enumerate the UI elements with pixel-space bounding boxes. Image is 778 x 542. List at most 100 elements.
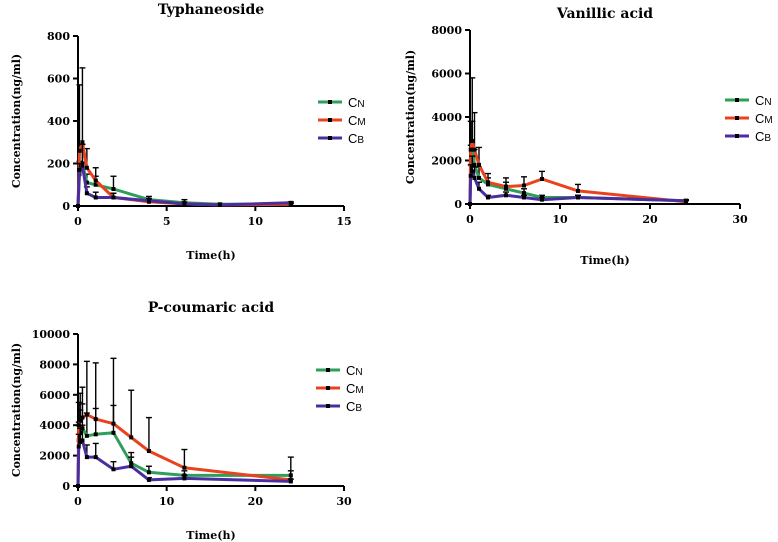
legend-label: CM <box>755 111 773 126</box>
legend-label: CN <box>348 95 365 110</box>
data-point <box>540 197 544 202</box>
legend-label: CM <box>346 381 364 396</box>
data-point <box>472 175 477 180</box>
legend-label: CN <box>346 363 363 378</box>
series-CM <box>467 77 689 206</box>
data-point <box>470 169 475 174</box>
data-point <box>129 435 134 440</box>
data-point <box>182 201 187 206</box>
data-point <box>468 202 472 206</box>
data-point <box>217 202 222 207</box>
data-point <box>288 200 293 205</box>
legend-marker <box>328 136 332 140</box>
data-point <box>84 191 89 196</box>
data-point <box>472 147 477 152</box>
legend-entry-CN: CN <box>725 93 772 108</box>
y-axis-label: Concentration(ng/ml) <box>404 50 417 184</box>
y-tick-label: 0 <box>454 198 462 211</box>
x-tick-label: 0 <box>466 213 474 226</box>
legend-entry-CM: CM <box>725 111 773 126</box>
x-tick-label: 10 <box>159 495 175 508</box>
x-tick-label: 20 <box>248 495 264 508</box>
y-axis-label: Concentration(ng/ml) <box>10 54 23 188</box>
data-point <box>111 421 116 426</box>
legend-entry-CM: CM <box>318 113 366 128</box>
y-tick-label: 8000 <box>39 358 70 371</box>
legend-label: CM <box>348 113 366 128</box>
data-point <box>504 184 508 189</box>
chart-3: P-coumaric acid 0 2000 4000 6000 8000 10000 0 10… <box>10 300 364 542</box>
data-point <box>78 439 83 444</box>
data-point <box>146 198 151 203</box>
data-point <box>80 140 85 145</box>
series-CM <box>75 357 294 488</box>
series-CB <box>76 143 294 208</box>
data-point <box>84 433 89 438</box>
data-point <box>93 178 98 183</box>
data-point <box>182 465 187 470</box>
data-point <box>84 412 89 417</box>
data-point <box>84 165 89 170</box>
legend-entry-CN: CN <box>316 363 363 378</box>
data-point <box>576 188 580 193</box>
data-point <box>472 162 477 167</box>
data-point <box>93 417 98 422</box>
legend-label: CN <box>755 93 772 108</box>
data-point <box>111 195 116 200</box>
series-line <box>76 164 291 207</box>
data-point <box>522 183 526 188</box>
data-point <box>540 176 544 181</box>
y-tick-label: 4000 <box>39 419 70 432</box>
series-CB <box>75 424 294 488</box>
data-point <box>84 455 89 460</box>
data-point <box>684 198 688 203</box>
data-point <box>477 175 481 180</box>
legend-marker <box>326 404 330 408</box>
legend-label: CB <box>755 129 771 144</box>
x-axis-label: Time(h) <box>186 249 235 262</box>
legend: CN CM CB <box>725 93 773 144</box>
series-CN <box>467 120 689 206</box>
legend: CN CM CB <box>316 363 364 414</box>
x-tick-label: 0 <box>74 215 82 228</box>
legend-entry-CN: CN <box>318 95 365 110</box>
data-point <box>576 195 580 200</box>
series-CB <box>467 155 689 206</box>
chart-2: Vanillic acid 0 2000 4000 6000 8000 0 10 20 30 Tim… <box>404 6 773 267</box>
y-tick-label: 10000 <box>32 328 71 341</box>
data-point <box>84 180 89 185</box>
legend-marker <box>735 98 739 102</box>
y-tick-label: 0 <box>62 480 70 493</box>
legend-marker <box>328 100 332 104</box>
data-point <box>80 438 85 443</box>
legend-entry-CB: CB <box>318 131 364 146</box>
x-tick-label: 15 <box>336 215 351 228</box>
chart-title: Vanillic acid <box>556 6 653 22</box>
legend: CN CM CB <box>318 95 366 146</box>
data-point <box>77 148 82 153</box>
data-point <box>93 455 98 460</box>
data-point <box>93 432 98 437</box>
data-point <box>78 418 83 423</box>
data-point <box>93 195 98 200</box>
x-tick-label: 30 <box>732 213 748 226</box>
data-point <box>288 479 293 484</box>
data-point <box>486 195 490 200</box>
legend-marker <box>326 386 330 390</box>
data-point <box>486 180 490 185</box>
data-point <box>146 470 151 475</box>
data-point <box>111 187 116 191</box>
x-tick-label: 10 <box>248 215 264 228</box>
chart-title: P-coumaric acid <box>148 300 275 316</box>
legend-marker <box>735 116 739 120</box>
data-point <box>522 191 526 196</box>
data-point <box>76 423 81 428</box>
x-tick-label: 5 <box>163 215 171 228</box>
data-point <box>468 147 473 152</box>
data-point <box>504 186 508 191</box>
data-point <box>93 182 98 187</box>
data-point <box>80 163 85 168</box>
y-tick-label: 2000 <box>431 155 462 168</box>
chart-1: Typhaneoside 0 200 400 600 800 0 5 10 15 Time(h) Co… <box>10 2 366 262</box>
